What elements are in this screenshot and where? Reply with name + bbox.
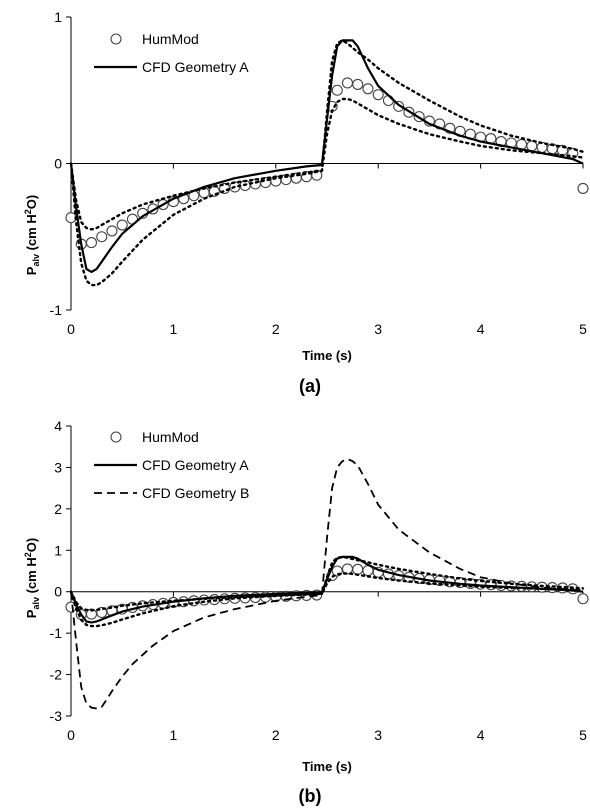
data-point-hummod: [341, 77, 354, 89]
series-line-bound-3: [69, 97, 585, 231]
x-tick-label: 0: [67, 727, 75, 743]
y-axis-title-units: (cm H: [24, 557, 39, 597]
data-point-hummod: [65, 212, 77, 224]
panel-b: -3 -2 -1 0 1 2 3 4 0 1 2 3 4 5 HumMod CFD Geometry A CF…: [23, 418, 589, 806]
legend-label: HumMod: [142, 429, 199, 445]
y-tick-label: 0: [54, 584, 62, 600]
y-tick-label: -1: [50, 625, 63, 641]
legend-a: HumMod CFD Geometry A: [94, 31, 249, 75]
y-tick-label: 3: [54, 459, 62, 475]
y-axis-title-base: P: [24, 266, 39, 275]
data-point-hummod: [331, 84, 343, 96]
data-point-hummod: [116, 219, 128, 231]
legend-b: HumMod CFD Geometry A CFD Geometry B: [94, 429, 249, 501]
x-tick-label: 5: [579, 727, 587, 743]
y-tick-label: 2: [54, 501, 62, 517]
y-axis-title-base: P: [24, 609, 39, 618]
y-axis-title-subscript: alv: [31, 254, 41, 267]
legend-label: CFD Geometry A: [142, 59, 249, 75]
x-tick-label: 4: [477, 321, 485, 337]
x-tick-label: 2: [272, 321, 280, 337]
x-axis-title-a: Time (s): [302, 348, 352, 363]
data-point-hummod: [352, 78, 364, 90]
panel-caption-a: (a): [299, 376, 321, 396]
y-tick-label: 0: [54, 156, 62, 172]
y-axis-title-superscript: 2: [23, 209, 33, 214]
y-tick-label: 1: [54, 542, 62, 558]
y-axis-title-a: Palv (cm H2O): [23, 195, 41, 275]
x-tick-label: 5: [579, 321, 587, 337]
y-axis-title-tail: O): [24, 195, 39, 209]
series-line-cfd-geometry-b: [70, 458, 584, 710]
y-tick-label: -1: [50, 302, 63, 318]
series-line-cfd-geometry-a: [69, 39, 584, 273]
panel-caption-b: (b): [299, 786, 322, 806]
data-point-hummod: [362, 83, 374, 95]
series-line-bound-3: [69, 555, 585, 628]
series-line-cfd-geometry-a: [69, 555, 584, 624]
data-point-hummod: [382, 94, 394, 107]
y-tick-label: 4: [54, 418, 62, 434]
y-axis-title-tail: O): [24, 538, 39, 552]
data-point-hummod: [372, 89, 384, 101]
legend-label: CFD Geometry A: [142, 457, 249, 473]
x-axis-title-b: Time (s): [302, 759, 352, 774]
x-tick-label: 1: [170, 321, 178, 337]
series-line-bound-4: [69, 572, 585, 612]
legend-label: CFD Geometry B: [142, 485, 249, 501]
x-tick-label: 4: [477, 727, 485, 743]
data-point-hummod: [577, 182, 589, 194]
data-point-hummod: [85, 237, 98, 249]
y-tick-label: -2: [50, 667, 63, 683]
data-point-hummod: [516, 580, 528, 592]
x-tick-label: 3: [374, 321, 382, 337]
x-tick-label: 1: [170, 727, 178, 743]
x-tick-label: 0: [67, 321, 75, 337]
x-tick-label: 2: [272, 727, 280, 743]
data-point-hummod: [96, 231, 108, 243]
data-point-hummod: [352, 563, 364, 575]
y-tick-label: -3: [50, 708, 63, 724]
series-line-bound-2: [69, 39, 585, 287]
y-axis-title-b: Palv (cm H2O): [23, 538, 41, 618]
x-tick-label: 3: [374, 727, 382, 743]
legend-label: HumMod: [142, 31, 199, 47]
plot-area-b: -3 -2 -1 0 1 2 3 4 0 1 2 3 4 5: [50, 418, 589, 743]
data-point-hummod: [106, 225, 118, 237]
y-tick-label: 1: [54, 9, 62, 25]
y-axis-title-units: (cm H: [24, 214, 39, 254]
y-axis-title-subscript: alv: [31, 597, 41, 610]
data-point-hummod: [577, 593, 589, 605]
legend-marker-circle: [110, 33, 122, 45]
y-axis-title-superscript: 2: [23, 552, 33, 557]
legend-marker-circle: [110, 431, 122, 443]
